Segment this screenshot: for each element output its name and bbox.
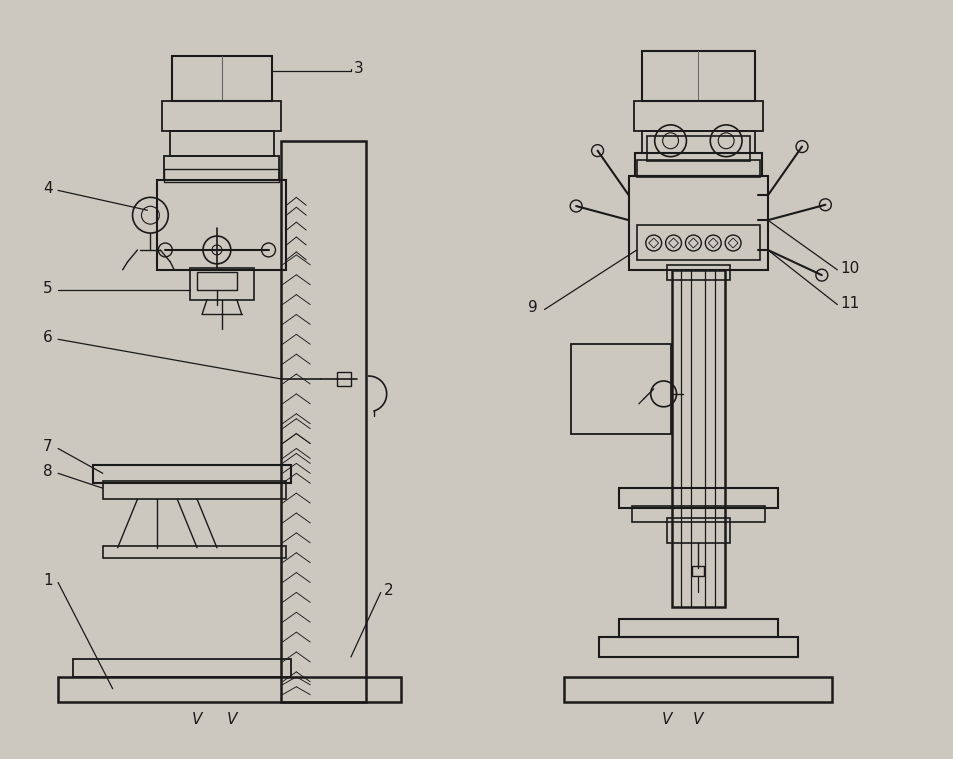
Bar xyxy=(618,488,777,508)
Bar xyxy=(164,156,279,181)
Text: 8: 8 xyxy=(43,465,52,479)
Text: V: V xyxy=(660,713,671,727)
Text: 6: 6 xyxy=(43,330,53,345)
Bar xyxy=(637,225,760,260)
Bar xyxy=(336,372,351,386)
Text: V: V xyxy=(192,713,202,727)
Bar xyxy=(157,181,286,269)
Bar xyxy=(618,619,777,637)
Bar xyxy=(692,565,703,575)
Bar xyxy=(637,159,760,178)
Bar xyxy=(281,140,365,701)
Text: V: V xyxy=(693,713,702,727)
Bar xyxy=(671,269,724,607)
Bar xyxy=(628,175,767,269)
Text: 1: 1 xyxy=(43,574,52,588)
Bar xyxy=(72,659,291,677)
Bar xyxy=(666,265,729,280)
Bar xyxy=(646,136,749,161)
Bar xyxy=(103,546,286,558)
Bar xyxy=(666,518,729,543)
Text: 9: 9 xyxy=(527,301,537,316)
Bar xyxy=(598,637,797,657)
Bar xyxy=(564,677,832,701)
Text: 5: 5 xyxy=(43,281,52,296)
Bar xyxy=(58,677,400,701)
Text: 11: 11 xyxy=(840,295,859,310)
Bar xyxy=(103,481,286,499)
Text: V: V xyxy=(227,713,236,727)
Bar xyxy=(190,268,253,300)
Bar xyxy=(571,345,670,433)
Bar xyxy=(641,131,754,153)
Text: 4: 4 xyxy=(43,181,52,197)
Bar xyxy=(92,465,291,483)
Bar xyxy=(633,101,762,131)
Text: 7: 7 xyxy=(43,439,52,455)
Bar xyxy=(641,52,754,101)
Bar xyxy=(170,131,274,156)
Bar xyxy=(197,272,236,290)
Text: 2: 2 xyxy=(383,584,393,598)
Bar xyxy=(634,153,761,175)
Bar xyxy=(172,56,272,101)
Bar xyxy=(164,168,279,182)
Bar xyxy=(631,506,764,522)
Text: 10: 10 xyxy=(840,261,859,276)
Text: 3: 3 xyxy=(354,61,363,76)
Bar xyxy=(162,101,281,131)
